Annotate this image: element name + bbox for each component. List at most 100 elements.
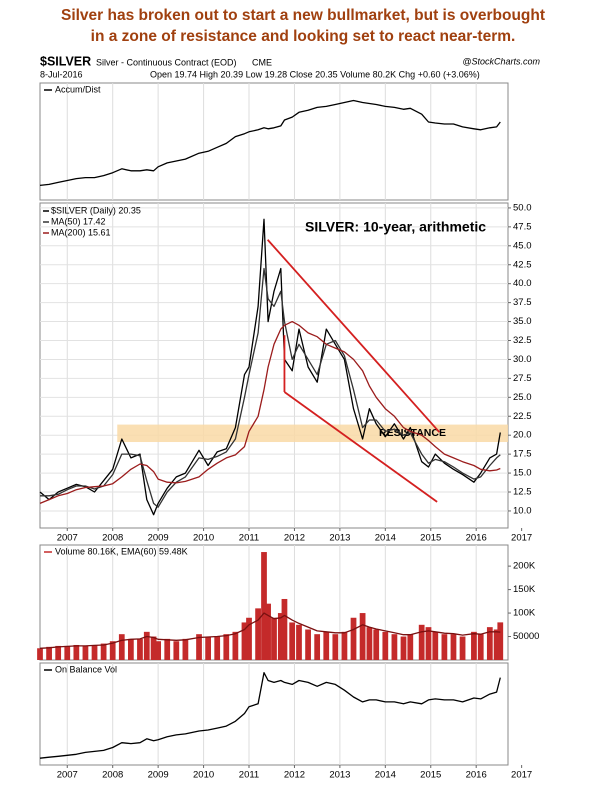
bar xyxy=(100,643,107,660)
bar xyxy=(471,631,477,660)
y-tick-label: 22.5 xyxy=(513,411,532,422)
bar xyxy=(493,629,500,660)
legend-entry: MA(50) 17.42 xyxy=(51,216,106,226)
y-tick-label: 20.0 xyxy=(513,430,532,441)
x-tick-label: 2013 xyxy=(329,533,350,544)
bar xyxy=(173,641,180,660)
legend-entry: $SILVER (Daily) 20.35 xyxy=(51,205,141,215)
x-tick-label: 2016 xyxy=(466,770,487,781)
bar xyxy=(182,638,189,660)
panel xyxy=(39,202,509,529)
bar xyxy=(459,636,466,660)
bar xyxy=(441,634,448,660)
bar xyxy=(155,641,162,660)
bar xyxy=(359,613,366,660)
bar xyxy=(296,624,302,660)
y-tick-label: 10.0 xyxy=(513,505,532,516)
x-tick-label: 2010 xyxy=(193,533,214,544)
bar xyxy=(196,634,202,660)
x-tick-label: 2011 xyxy=(239,533,259,544)
x-tick-label: 2015 xyxy=(420,770,441,781)
bar xyxy=(205,636,211,660)
x-tick-label: 2015 xyxy=(420,533,441,544)
quote: Open 19.74 High 20.39 Low 19.28 Close 20… xyxy=(150,69,480,79)
y-tick-label: 50.0 xyxy=(513,202,532,213)
bar xyxy=(37,648,43,660)
bar xyxy=(432,631,439,660)
bar xyxy=(118,634,125,660)
y-tick-label: 50000 xyxy=(513,631,539,642)
annotation: SILVER: 10-year, arithmetic xyxy=(305,219,486,235)
x-tick-label: 2012 xyxy=(284,533,305,544)
x-tick-label: 2012 xyxy=(284,770,305,781)
bar xyxy=(305,629,311,660)
source: @StockCharts.com xyxy=(462,56,540,66)
x-tick-label: 2011 xyxy=(239,770,259,781)
y-tick-label: 17.5 xyxy=(513,449,532,460)
bar xyxy=(64,645,71,660)
line xyxy=(39,218,501,516)
bar xyxy=(46,646,52,660)
y-tick-label: 45.0 xyxy=(513,240,532,251)
y-tick-label: 42.5 xyxy=(513,259,532,270)
headline: in a zone of resistance and looking set … xyxy=(91,28,516,45)
bar xyxy=(137,638,143,660)
x-tick-label: 2009 xyxy=(148,533,169,544)
y-tick-label: 27.5 xyxy=(513,373,532,384)
panel xyxy=(39,82,509,201)
y-tick-label: 37.5 xyxy=(513,297,532,308)
bar xyxy=(255,608,261,660)
panel-label: Volume 80.16K, EMA(60) 59.48K xyxy=(55,546,188,556)
trendline xyxy=(283,391,438,503)
bar xyxy=(450,634,457,660)
y-tick-label: 30.0 xyxy=(513,354,532,365)
panel xyxy=(39,662,509,766)
date: 8-Jul-2016 xyxy=(40,69,83,79)
bar xyxy=(214,636,221,660)
y-tick-label: 35.0 xyxy=(513,316,532,327)
x-tick-label: 2014 xyxy=(375,770,396,781)
x-tick-label: 2010 xyxy=(193,770,214,781)
line xyxy=(39,672,501,759)
x-tick-label: 2007 xyxy=(57,770,78,781)
bar xyxy=(314,634,321,660)
bar xyxy=(265,603,271,660)
line xyxy=(40,267,501,508)
bar xyxy=(425,627,432,660)
y-tick-label: 12.5 xyxy=(513,487,532,498)
trendline xyxy=(266,239,441,433)
bar xyxy=(289,622,296,660)
bar xyxy=(373,629,380,660)
bar xyxy=(82,645,89,660)
x-tick-label: 2008 xyxy=(102,533,123,544)
bar xyxy=(246,617,252,660)
bar xyxy=(391,634,398,660)
bar xyxy=(366,627,373,660)
bar xyxy=(486,627,493,660)
x-tick-label: 2014 xyxy=(375,533,396,544)
y-tick-label: 15.0 xyxy=(513,468,532,479)
panel-label: On Balance Vol xyxy=(55,664,117,674)
bar xyxy=(143,631,150,660)
x-tick-label: 2009 xyxy=(148,770,169,781)
line xyxy=(39,99,501,187)
bar xyxy=(407,634,414,660)
y-tick-label: 200K xyxy=(513,561,536,572)
bar xyxy=(91,644,98,660)
x-tick-label: 2017 xyxy=(511,533,532,544)
bar xyxy=(150,636,157,660)
description: Silver - Continuous Contract (EOD) xyxy=(96,57,237,67)
bar xyxy=(281,598,288,660)
bar xyxy=(109,641,116,660)
bar xyxy=(232,631,239,660)
y-tick-label: 40.0 xyxy=(513,278,532,289)
x-tick-label: 2016 xyxy=(466,533,487,544)
bar xyxy=(223,634,230,660)
x-tick-label: 2008 xyxy=(102,770,123,781)
bar xyxy=(261,552,267,660)
x-tick-label: 2013 xyxy=(329,770,350,781)
bar xyxy=(418,624,425,660)
panel-label: Accum/Dist xyxy=(55,84,101,94)
resistance-band xyxy=(117,424,508,443)
